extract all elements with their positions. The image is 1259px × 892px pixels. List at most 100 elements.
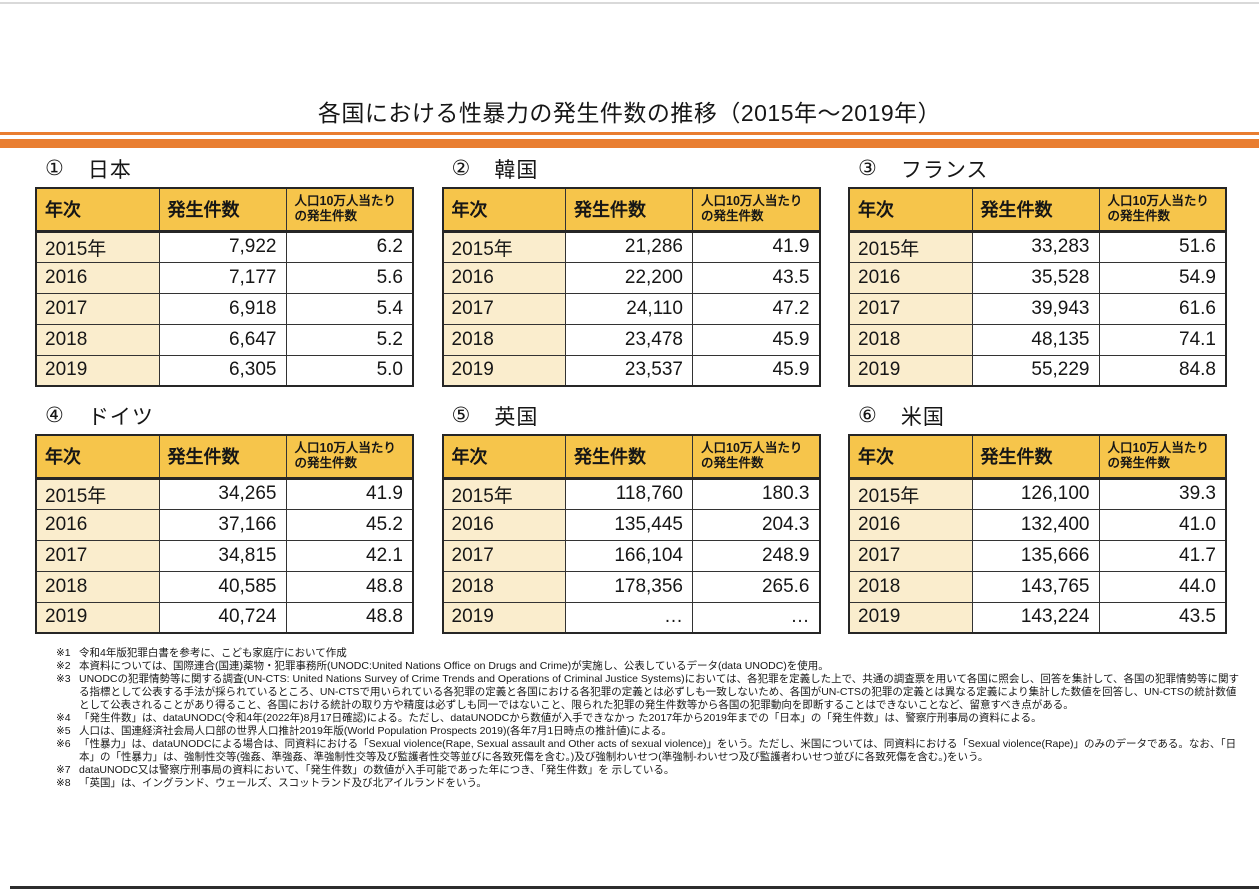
- col-header-per100k: 人口10万人当たりの発生件数: [692, 187, 820, 233]
- table-row: 2017 135,666 41.7: [848, 539, 1227, 572]
- table-row: 2019 6,305 5.0: [35, 354, 414, 387]
- cell-year: 2015年: [35, 230, 160, 263]
- table-row: 2019 40,724 48.8: [35, 601, 414, 634]
- cell-per100k: 39.3: [1098, 477, 1227, 510]
- footnote-marker: ※6: [56, 738, 71, 750]
- cell-cases: 34,265: [158, 477, 287, 510]
- cell-cases: 48,135: [971, 323, 1100, 356]
- col-header-year: 年次: [848, 187, 973, 233]
- cell-year: 2016: [442, 261, 566, 294]
- cell-cases: 34,815: [158, 539, 287, 572]
- table-row: 2017 34,815 42.1: [35, 539, 414, 572]
- cell-per100k: 248.9: [692, 539, 820, 572]
- bottom-edge-line: [10, 886, 1259, 889]
- cell-year: 2015年: [35, 477, 160, 510]
- cell-cases: 126,100: [971, 477, 1100, 510]
- country-name: 英国: [494, 405, 539, 429]
- country-name: 日本: [87, 158, 132, 182]
- cell-cases: 6,918: [158, 292, 287, 325]
- table-row: 2016 135,445 204.3: [442, 508, 820, 541]
- cell-year: 2018: [442, 570, 566, 603]
- cell-cases: 35,528: [971, 261, 1100, 294]
- cell-per100k: 74.1: [1098, 323, 1227, 356]
- cell-year: 2017: [848, 292, 973, 325]
- col-header-cases: 発生件数: [565, 434, 693, 480]
- footnote-text: 令和4年版犯罪白書を参考に、こども家庭庁において作成: [79, 647, 347, 659]
- country-table: 年次 発生件数 人口10万人当たりの発生件数 2015年 126,100 39.…: [848, 434, 1227, 634]
- country-number: ⑤: [451, 404, 471, 427]
- table-row: 2018 143,765 44.0: [848, 570, 1227, 603]
- country-section: ③ フランス 年次 発生件数 人口10万人当たりの発生件数 2015年 33,2…: [848, 150, 1227, 387]
- cell-per100k: 48.8: [285, 601, 414, 634]
- cell-per100k: 41.9: [285, 477, 414, 510]
- col-header-per100k: 人口10万人当たりの発生件数: [285, 434, 414, 480]
- cell-cases: …: [565, 601, 693, 634]
- cell-cases: 7,177: [158, 261, 287, 294]
- table-row: 2018 40,585 48.8: [35, 570, 414, 603]
- cell-year: 2016: [35, 261, 160, 294]
- cell-year: 2017: [442, 292, 566, 325]
- country-section: ② 韓国 年次 発生件数 人口10万人当たりの発生件数 2015年 21,286…: [441, 150, 821, 387]
- footnote: ※3 UNODCの犯罪情勢等に関する調査(UN-CTS: United Nati…: [56, 673, 1246, 712]
- cell-per100k: 41.0: [1098, 508, 1227, 541]
- col-header-per100k: 人口10万人当たりの発生件数: [1098, 434, 1227, 480]
- cell-cases: 40,585: [158, 570, 287, 603]
- cell-per100k: 44.0: [1098, 570, 1227, 603]
- country-section: ① 日本 年次 発生件数 人口10万人当たりの発生件数 2015年 7,922 …: [35, 150, 414, 387]
- footnote-text: UNODCの犯罪情勢等に関する調査(UN-CTS: United Nations…: [79, 673, 1240, 711]
- cell-year: 2019: [442, 354, 566, 387]
- table-row: 2016 132,400 41.0: [848, 508, 1227, 541]
- col-header-year: 年次: [442, 434, 566, 480]
- country-name: 韓国: [494, 158, 539, 182]
- country-section: ⑤ 英国 年次 発生件数 人口10万人当たりの発生件数 2015年 118,76…: [441, 397, 821, 634]
- cell-year: 2016: [35, 508, 160, 541]
- cell-cases: 40,724: [158, 601, 287, 634]
- cell-per100k: 43.5: [692, 261, 820, 294]
- country-table: 年次 発生件数 人口10万人当たりの発生件数 2015年 33,283 51.6…: [848, 187, 1227, 387]
- table-row: 2016 37,166 45.2: [35, 508, 414, 541]
- cell-year: 2018: [848, 323, 973, 356]
- cell-cases: 118,760: [565, 477, 693, 510]
- cell-cases: 7,922: [158, 230, 287, 263]
- table-row: 2017 6,918 5.4: [35, 292, 414, 325]
- cell-cases: 21,286: [565, 230, 693, 263]
- col-header-per100k: 人口10万人当たりの発生件数: [1098, 187, 1227, 233]
- cell-year: 2015年: [848, 230, 973, 263]
- col-header-per100k: 人口10万人当たりの発生件数: [692, 434, 820, 480]
- country-heading: ② 韓国: [442, 150, 819, 187]
- table-row: 2017 24,110 47.2: [442, 292, 820, 325]
- cell-per100k: 265.6: [692, 570, 820, 603]
- country-number: ⑥: [858, 404, 877, 427]
- cell-year: 2015年: [442, 477, 566, 510]
- footnote: ※7 dataUNODC又は警察庁刑事局の資料において、「発生件数」の数値が入手…: [56, 764, 1246, 777]
- table-row: 2016 7,177 5.6: [35, 261, 414, 294]
- cell-per100k: 48.8: [285, 570, 414, 603]
- table-row: 2017 39,943 61.6: [848, 292, 1227, 325]
- country-section: ⑥ 米国 年次 発生件数 人口10万人当たりの発生件数 2015年 126,10…: [848, 397, 1227, 634]
- country-number: ③: [858, 157, 877, 180]
- footnotes-section: ※1 令和4年版犯罪白書を参考に、こども家庭庁において作成 ※2 本資料について…: [56, 647, 1246, 790]
- table-row: 2016 22,200 43.5: [442, 261, 820, 294]
- country-table: 年次 発生件数 人口10万人当たりの発生件数 2015年 7,922 6.2 2…: [35, 187, 414, 387]
- cell-year: 2015年: [848, 477, 973, 510]
- footnote-text: 人口は、国連経済社会局人口部の世界人口推計2019年版(World Popula…: [79, 725, 672, 737]
- cell-cases: 135,445: [565, 508, 693, 541]
- footnote-text: 本資料については、国際連合(国連)薬物・犯罪事務所(UNODC:United N…: [79, 660, 829, 672]
- table-row: 2019 55,229 84.8: [848, 354, 1227, 387]
- top-edge-line: [0, 2, 1259, 4]
- table-header-row: 年次 発生件数 人口10万人当たりの発生件数: [848, 187, 1227, 233]
- footnote-text: 「英国」は、イングランド、ウェールズ、スコットランド及び北アイルランドをいう。: [79, 777, 487, 789]
- cell-year: 2017: [442, 539, 566, 572]
- cell-per100k: 43.5: [1098, 601, 1227, 634]
- footnote: ※1 令和4年版犯罪白書を参考に、こども家庭庁において作成: [56, 647, 1246, 660]
- cell-cases: 135,666: [971, 539, 1100, 572]
- footnote-marker: ※8: [56, 777, 71, 789]
- table-header-row: 年次 発生件数 人口10万人当たりの発生件数: [35, 187, 414, 233]
- table-row: 2018 23,478 45.9: [442, 323, 820, 356]
- col-header-year: 年次: [848, 434, 973, 480]
- table-row: 2019 … …: [442, 601, 820, 634]
- footnote: ※8 「英国」は、イングランド、ウェールズ、スコットランド及び北アイルランドをい…: [56, 777, 1246, 790]
- col-header-cases: 発生件数: [158, 434, 287, 480]
- cell-cases: 6,647: [158, 323, 287, 356]
- country-tables-grid: ① 日本 年次 発生件数 人口10万人当たりの発生件数 2015年 7,922 …: [35, 150, 1227, 634]
